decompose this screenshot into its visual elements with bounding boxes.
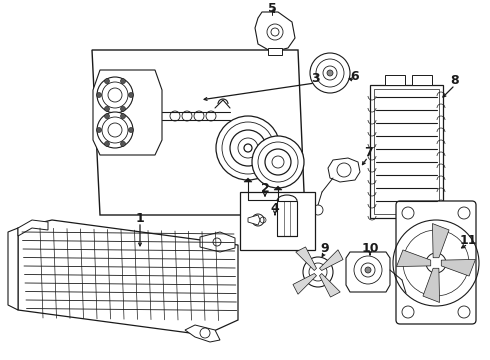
Polygon shape bbox=[346, 252, 390, 292]
Circle shape bbox=[121, 141, 125, 147]
Text: 5: 5 bbox=[268, 1, 276, 14]
Text: 3: 3 bbox=[311, 72, 319, 85]
Circle shape bbox=[121, 78, 125, 84]
Polygon shape bbox=[240, 192, 315, 250]
Polygon shape bbox=[200, 232, 235, 252]
Text: 6: 6 bbox=[351, 71, 359, 84]
Polygon shape bbox=[319, 250, 343, 270]
Circle shape bbox=[402, 207, 414, 219]
Text: 4: 4 bbox=[270, 202, 279, 215]
Circle shape bbox=[97, 93, 101, 98]
Bar bbox=[412, 75, 432, 85]
Circle shape bbox=[121, 114, 125, 119]
Circle shape bbox=[303, 257, 333, 287]
Circle shape bbox=[313, 205, 323, 215]
Circle shape bbox=[170, 111, 180, 121]
Polygon shape bbox=[319, 274, 340, 297]
Bar bbox=[374, 89, 439, 214]
Circle shape bbox=[97, 112, 133, 148]
Text: 10: 10 bbox=[361, 242, 379, 255]
Polygon shape bbox=[248, 215, 260, 225]
Polygon shape bbox=[244, 178, 252, 182]
Circle shape bbox=[365, 267, 371, 273]
Polygon shape bbox=[433, 224, 449, 258]
Polygon shape bbox=[255, 12, 295, 52]
Circle shape bbox=[252, 136, 304, 188]
Polygon shape bbox=[293, 274, 317, 294]
Polygon shape bbox=[93, 70, 162, 155]
Circle shape bbox=[128, 127, 133, 132]
Polygon shape bbox=[423, 268, 440, 302]
Circle shape bbox=[97, 77, 133, 113]
Polygon shape bbox=[441, 260, 475, 276]
Text: 1: 1 bbox=[136, 211, 145, 225]
Polygon shape bbox=[328, 158, 360, 182]
Circle shape bbox=[104, 141, 109, 147]
Circle shape bbox=[97, 127, 101, 132]
Circle shape bbox=[426, 253, 446, 273]
Circle shape bbox=[104, 114, 109, 119]
FancyBboxPatch shape bbox=[396, 201, 476, 324]
Polygon shape bbox=[296, 247, 317, 270]
Text: 2: 2 bbox=[261, 181, 270, 194]
Circle shape bbox=[213, 238, 221, 246]
Circle shape bbox=[128, 93, 133, 98]
Polygon shape bbox=[18, 220, 48, 236]
Circle shape bbox=[206, 111, 216, 121]
Polygon shape bbox=[274, 186, 282, 190]
Circle shape bbox=[194, 111, 204, 121]
Circle shape bbox=[401, 292, 411, 302]
Circle shape bbox=[104, 78, 109, 84]
Bar bbox=[277, 201, 297, 236]
Circle shape bbox=[104, 106, 109, 111]
Circle shape bbox=[200, 328, 210, 338]
Text: 9: 9 bbox=[320, 242, 329, 255]
Polygon shape bbox=[268, 48, 282, 55]
Bar bbox=[370, 85, 443, 218]
Polygon shape bbox=[185, 325, 220, 342]
Bar bbox=[385, 75, 405, 85]
Polygon shape bbox=[18, 220, 238, 335]
Circle shape bbox=[327, 70, 333, 76]
Circle shape bbox=[310, 53, 350, 93]
Polygon shape bbox=[396, 250, 431, 266]
Polygon shape bbox=[8, 228, 18, 310]
Circle shape bbox=[458, 207, 470, 219]
Text: 7: 7 bbox=[364, 145, 372, 158]
Circle shape bbox=[402, 306, 414, 318]
Text: 11: 11 bbox=[459, 234, 477, 247]
Circle shape bbox=[182, 111, 192, 121]
Circle shape bbox=[121, 106, 125, 111]
Circle shape bbox=[458, 306, 470, 318]
Text: 8: 8 bbox=[451, 73, 459, 86]
Circle shape bbox=[216, 116, 280, 180]
Circle shape bbox=[252, 214, 264, 226]
